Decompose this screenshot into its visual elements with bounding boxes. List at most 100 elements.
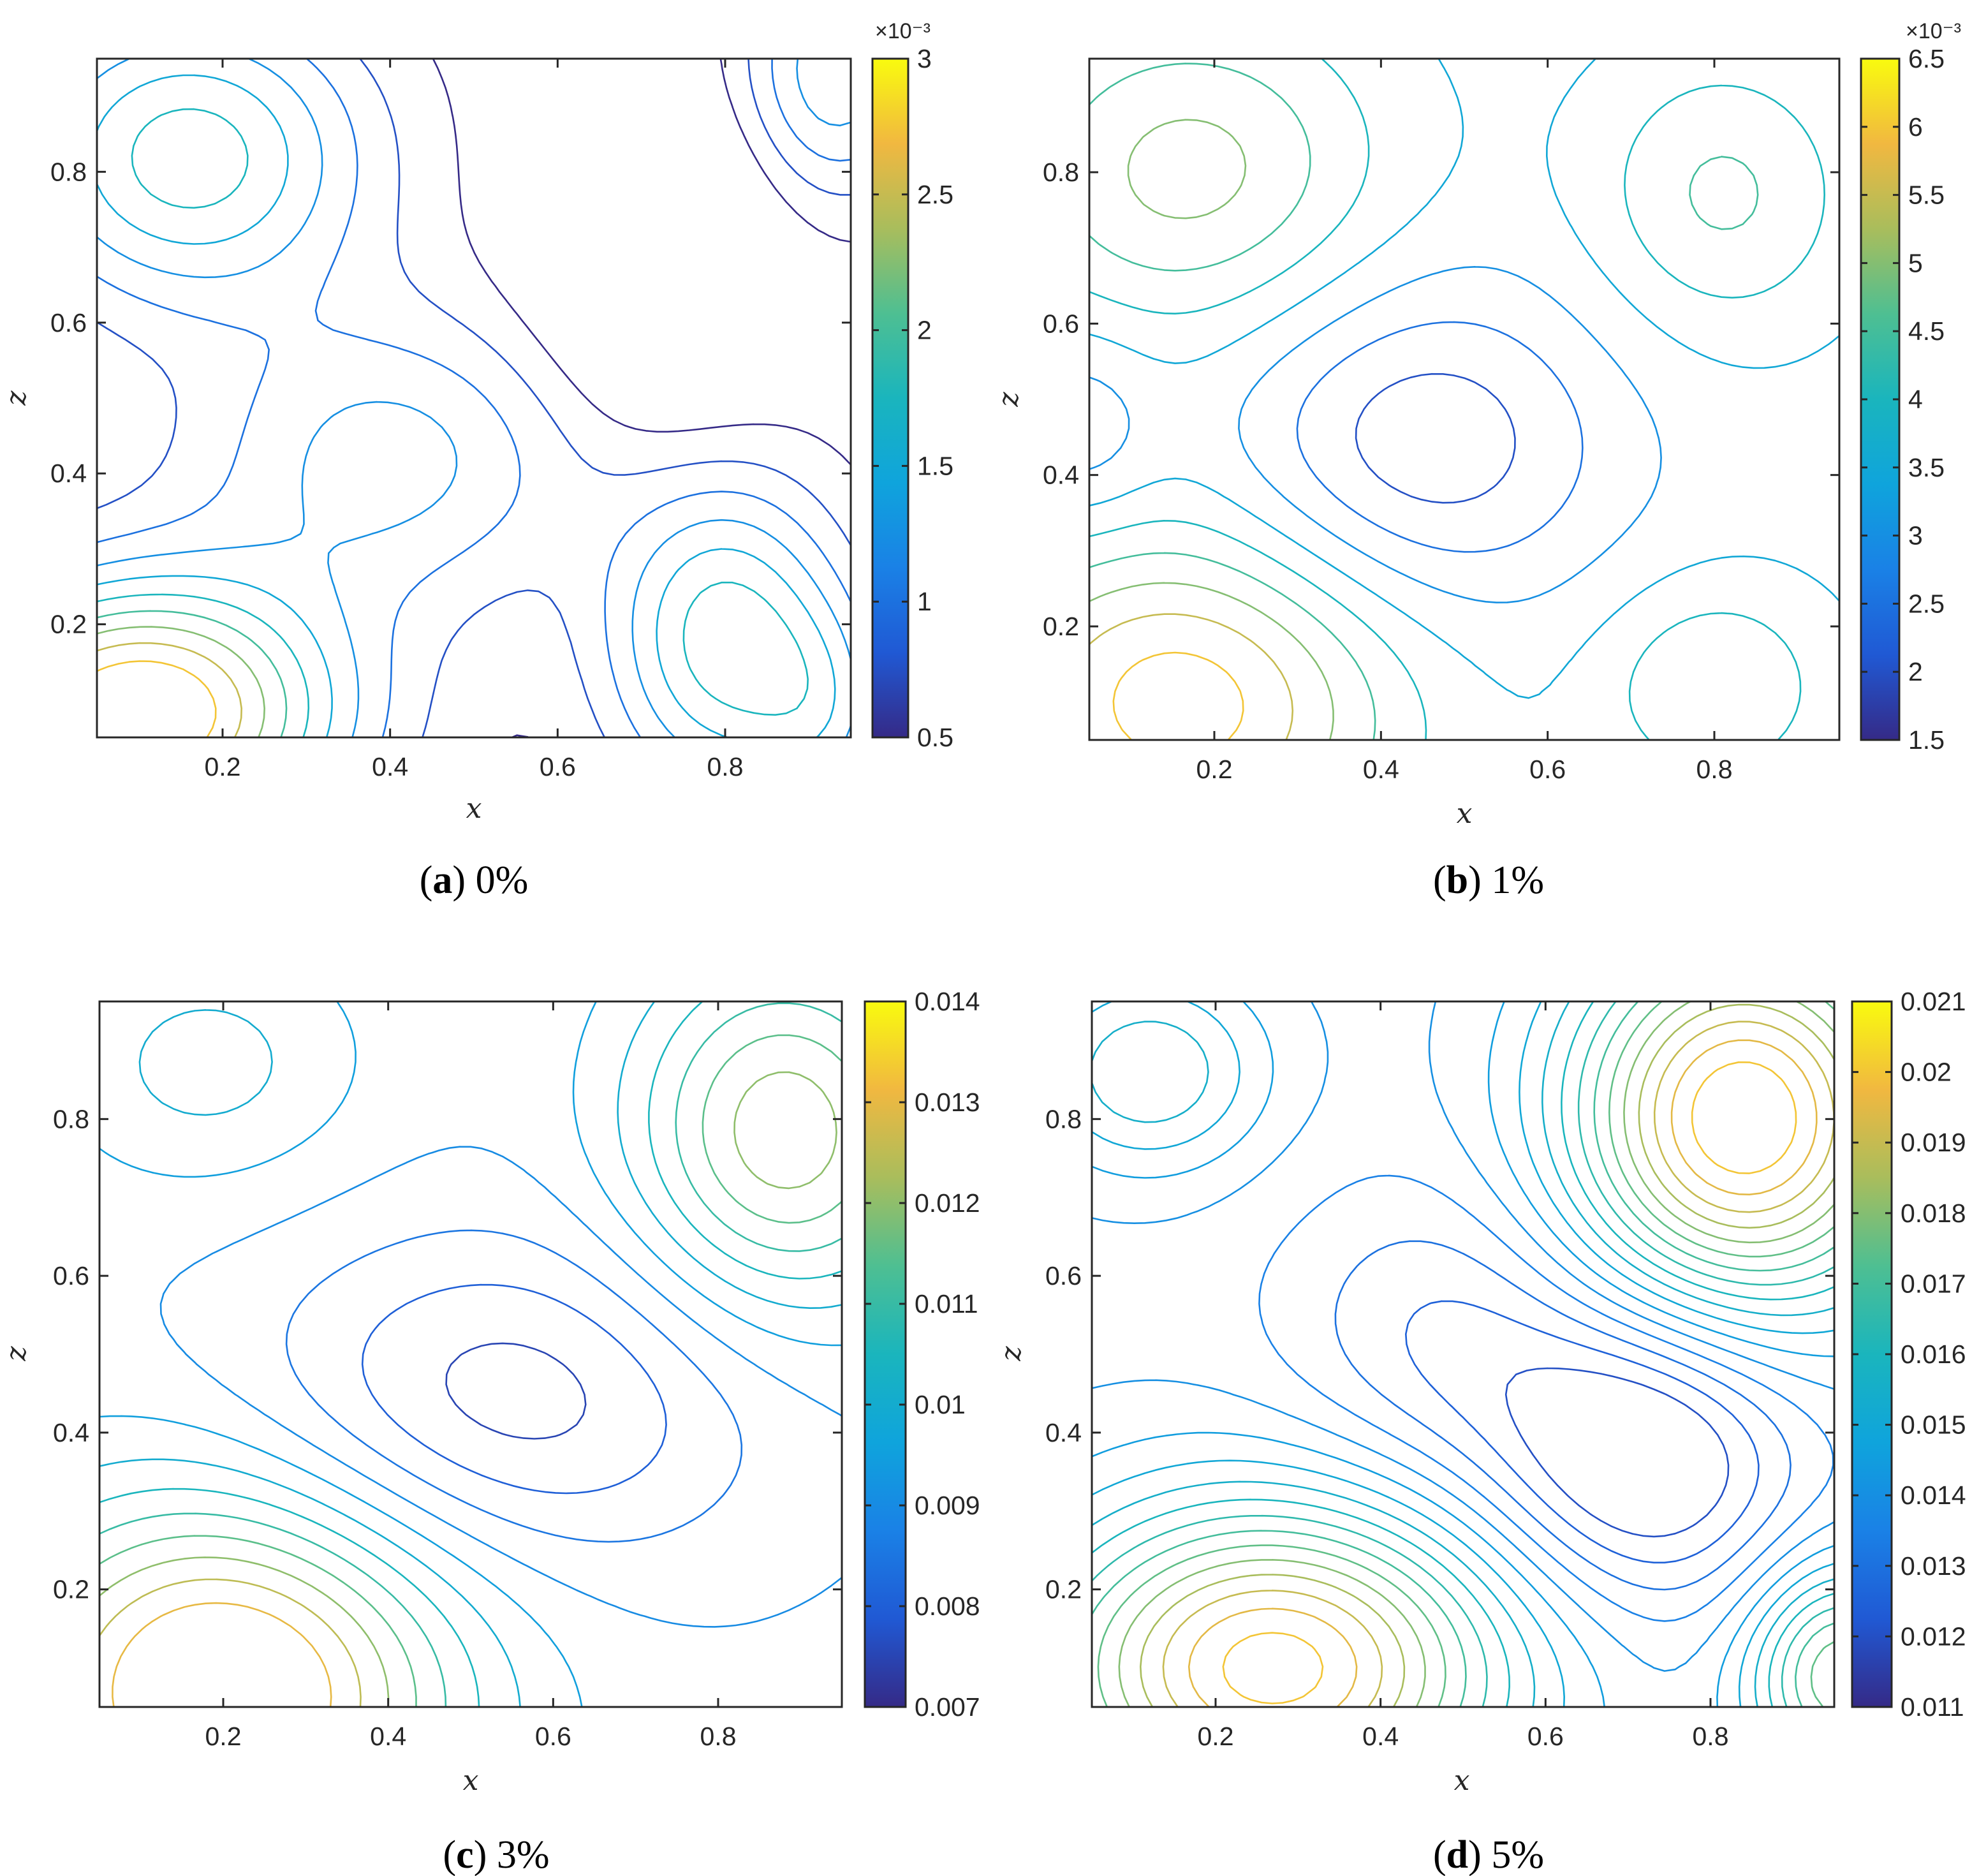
x-tick-label: 0.8 [700, 1722, 737, 1751]
contour-level-a-5 [96, 74, 836, 739]
contour-level-d-10 [1091, 1000, 1836, 1708]
contour-level-c-6 [98, 1000, 843, 1708]
plot-area-b [1089, 59, 1839, 740]
contour-level-a-8 [96, 626, 265, 739]
colorbar-tick-label: 0.008 [915, 1592, 980, 1621]
contour-level-c-5 [98, 1000, 843, 1708]
y-tick-label: 0.2 [1045, 1575, 1082, 1604]
x-tick-label: 0.8 [1693, 1722, 1729, 1751]
contours-d [1091, 1000, 1836, 1708]
caption-b: (b) 1% [1433, 859, 1544, 902]
colorbar-a [871, 57, 909, 739]
y-tick-label: 0.6 [1045, 1261, 1082, 1290]
contour-level-d-11 [1091, 1000, 1836, 1708]
colorbar-tick-label: 0.018 [1901, 1199, 1966, 1228]
contour-level-b-3 [1088, 266, 1662, 603]
caption-d-text: 5% [1491, 1833, 1544, 1876]
colorbar-tick-label: 6 [1908, 112, 1923, 142]
y-tick-label: 0.8 [53, 1104, 89, 1134]
axes-box-b [1088, 57, 1841, 741]
caption-b-text: 1% [1491, 859, 1544, 902]
contour-level-a-3 [96, 57, 852, 739]
contour-level-b-1 [1355, 373, 1516, 504]
contour-level-b-2 [1296, 321, 1584, 553]
caption-a-letter: a [432, 859, 452, 902]
colorbar-tick-label: 1.5 [1908, 725, 1945, 755]
colorbar-tick-label: 3 [1908, 521, 1923, 550]
colorbar-tick-label: 5.5 [1908, 181, 1945, 210]
colorbar-tick-label: 2.5 [917, 180, 953, 209]
caption-a-close: ) [452, 859, 475, 902]
caption-c-text: 3% [497, 1833, 550, 1876]
y-tick-label: 0.6 [1043, 309, 1079, 338]
caption-b-open: ( [1433, 859, 1446, 902]
y-ticks-a: 0.2 0.4 0.6 0.8 [50, 157, 851, 639]
plot-area-d [1092, 1001, 1834, 1707]
caption-a-open: ( [420, 859, 433, 902]
contour-level-b-7 [1088, 119, 1334, 741]
colorbar-ticks-c: 0.007 0.008 0.009 0.01 0.011 0.012 0.013 0.014 [865, 987, 980, 1722]
contour-level-d-15 [1162, 1021, 1835, 1708]
caption-c-close: ) [474, 1833, 497, 1876]
caption-c-open: ( [443, 1833, 457, 1876]
colorbar-tick-label: 0.021 [1901, 987, 1966, 1016]
contour-level-d-7 [1091, 1000, 1836, 1708]
caption-d-open: ( [1433, 1833, 1446, 1876]
caption-d: (d) 5% [1433, 1833, 1544, 1876]
colorbar-tick-label: 1 [917, 587, 932, 616]
colorbar-tick-label: 4 [1908, 385, 1923, 414]
contour-level-d-1 [1504, 1367, 1730, 1538]
contour-level-d-2 [1405, 1300, 1760, 1563]
plot-area-c [99, 1001, 842, 1707]
axes-box-c [98, 1000, 843, 1708]
contour-level-b-9 [1112, 651, 1244, 741]
contour-level-d-9 [1091, 1000, 1836, 1708]
x-axis-label-a: x [466, 792, 482, 825]
colorbar-tick-label: 5 [1908, 248, 1923, 277]
colorbar-tick-label: 0.016 [1901, 1340, 1966, 1369]
x-tick-label: 0.6 [535, 1722, 571, 1751]
colorbar-tick-label: 0.02 [1901, 1058, 1952, 1087]
y-tick-label: 0.2 [50, 610, 87, 639]
colorbar-tick-label: 0.015 [1901, 1410, 1966, 1440]
contour-level-c-8 [98, 1002, 843, 1708]
y-axis-label-a: z [0, 390, 33, 406]
contour-level-c-1 [445, 1342, 587, 1440]
y-tick-label: 0.8 [1045, 1104, 1082, 1134]
contour-level-d-5 [1091, 1000, 1836, 1672]
colorbar-tick-label: 0.5 [917, 723, 953, 752]
x-tick-label: 0.6 [1527, 1722, 1564, 1751]
x-ticks-b: 0.2 0.4 0.6 0.8 [1196, 59, 1733, 784]
colorbar-tick-label: 0.014 [915, 987, 980, 1016]
x-ticks-a: 0.2 0.4 0.6 0.8 [205, 59, 744, 781]
contour-level-d-3 [1334, 1240, 1791, 1591]
y-tick-label: 0.2 [53, 1575, 89, 1604]
colorbar-tick-label: 6.5 [1908, 44, 1945, 73]
contour-level-c-12 [112, 1602, 332, 1708]
x-ticks-c: 0.2 0.4 0.6 0.8 [205, 1001, 737, 1751]
contour-level-c-7 [98, 1000, 843, 1708]
x-tick-label: 0.2 [1198, 1722, 1234, 1751]
panel-c: 0.2 0.4 0.6 0.8 0.2 0.4 0.6 0.8 x z 0.007 0.008… [0, 987, 980, 1876]
colorbar-tick-label: 2 [1908, 657, 1923, 686]
colorbar-exponent-b: ×10⁻³ [1906, 19, 1961, 43]
caption-b-close: ) [1468, 859, 1491, 902]
colorbar-tick-label: 0.011 [915, 1289, 978, 1318]
x-tick-label: 0.4 [1362, 1722, 1399, 1751]
y-tick-label: 0.4 [53, 1418, 89, 1447]
colorbar-tick-label: 3.5 [1908, 453, 1945, 482]
contour-level-a-7 [96, 610, 288, 739]
y-tick-label: 0.4 [1043, 461, 1079, 490]
contour-level-d-14 [1140, 1003, 1836, 1708]
contour-level-b-4 [1088, 57, 1841, 699]
y-ticks-b: 0.2 0.4 0.6 0.8 [1043, 158, 1839, 641]
y-tick-label: 0.4 [50, 459, 87, 488]
y-tick-label: 0.8 [50, 157, 87, 186]
caption-c: (c) 3% [443, 1833, 550, 1876]
x-ticks-d: 0.2 0.4 0.6 0.8 [1198, 1001, 1729, 1751]
caption-c-letter: c [456, 1833, 474, 1876]
contour-level-a-6 [96, 108, 809, 739]
caption-d-close: ) [1468, 1833, 1491, 1876]
colorbar-c [864, 1000, 907, 1708]
x-tick-label: 0.6 [540, 752, 576, 781]
